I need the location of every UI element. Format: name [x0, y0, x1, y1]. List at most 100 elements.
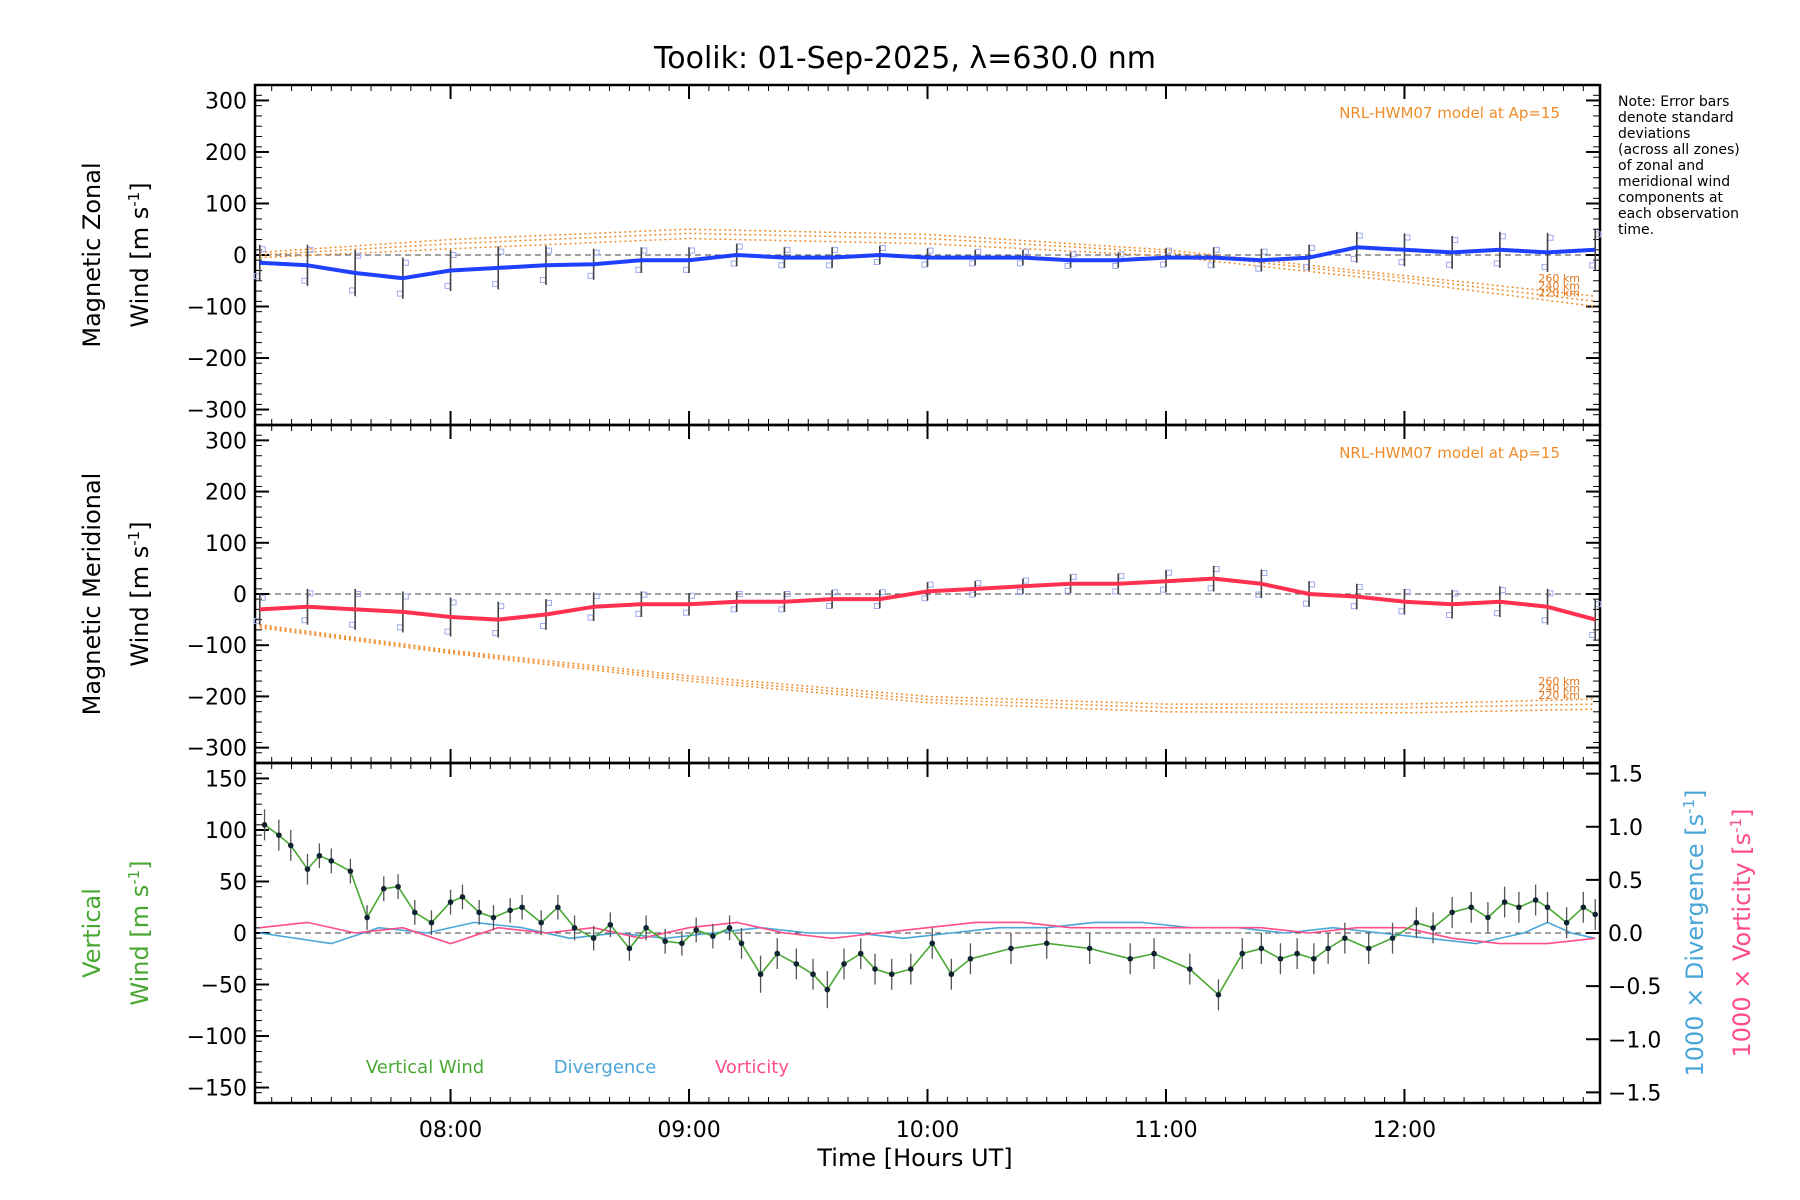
zone-sample — [396, 624, 403, 631]
zone-sample — [921, 261, 928, 268]
model-curve-220km — [259, 237, 1596, 308]
vertical-wind-point — [1127, 955, 1134, 962]
vertical-wind-point — [1532, 897, 1539, 903]
zone-sample — [879, 589, 886, 596]
zone-sample — [683, 609, 690, 616]
note-line: of zonal and — [1618, 158, 1704, 174]
zone-sample — [402, 593, 409, 600]
zone-sample — [1159, 586, 1166, 593]
vertical-wind-point — [1580, 904, 1587, 911]
zone-sample — [1213, 566, 1220, 573]
legend-entry: Vorticity — [715, 1057, 789, 1078]
zone-sample — [444, 282, 451, 289]
y-tick-label: 300 — [205, 429, 247, 454]
vertical-wind-point — [519, 904, 525, 911]
note-line: time. — [1618, 222, 1654, 238]
zone-sample — [1309, 581, 1316, 588]
zone-sample — [1165, 569, 1172, 576]
vertical-wind-point — [316, 852, 323, 859]
vertical-wind-point — [1215, 992, 1222, 998]
note-line: components at — [1618, 190, 1724, 206]
vertical-wind-point — [872, 966, 878, 972]
zone-sample — [1499, 233, 1506, 240]
y-axis-title-units: Wind [m s-1] — [125, 182, 154, 327]
zone-sample — [1064, 262, 1071, 269]
vertical-wind-point — [555, 904, 561, 911]
zone-sample — [873, 258, 880, 265]
zone-sample — [1452, 590, 1459, 597]
y2-axis-title-divergence: 1000 × Divergence [s-1] — [1680, 789, 1709, 1076]
zone-sample — [826, 262, 833, 269]
vertical-wind-point — [1325, 945, 1331, 952]
y-tick-label: 200 — [205, 141, 247, 166]
y-tick-label: −100 — [187, 296, 247, 321]
zone-sample — [873, 603, 880, 610]
y2-tick-label: 0.0 — [1608, 922, 1643, 947]
zone-sample — [778, 606, 785, 613]
zone-sample — [587, 272, 594, 279]
vertical-wind-point — [857, 950, 864, 957]
y2-axis-title-vorticity: 1000 × Vorticity [s-1] — [1727, 809, 1756, 1058]
note-line: denote standard — [1618, 110, 1734, 126]
zone-sample — [969, 260, 976, 267]
model-altitude-label: 260 km — [1538, 675, 1580, 688]
zone-sample — [539, 623, 546, 630]
model-altitude-label: 220 km — [1538, 689, 1580, 702]
vertical-wind-point — [459, 894, 466, 900]
zone-sample — [1356, 583, 1363, 590]
vertical-wind-point — [841, 961, 847, 967]
vertical-wind-point — [607, 921, 614, 928]
note-line: meridional wind — [1618, 174, 1730, 190]
zone-sample — [1213, 246, 1220, 253]
zone-sample — [641, 591, 648, 598]
y-tick-label: 100 — [205, 192, 247, 217]
vertical-wind-point — [347, 868, 354, 874]
zone-sample — [1309, 244, 1316, 251]
vertical-wind-point — [1239, 950, 1246, 957]
zone-sample — [927, 247, 934, 254]
zone-sample — [259, 246, 266, 253]
zone-sample — [355, 252, 362, 259]
vertical-wind-point — [1008, 945, 1014, 952]
y-tick-label: −300 — [187, 737, 247, 762]
y-tick-label: 50 — [219, 870, 247, 895]
zone-sample — [301, 617, 308, 624]
x-tick-label: 09:00 — [657, 1118, 720, 1143]
y-axis-title: Vertical — [78, 888, 106, 978]
zonal-wind-panel: −300 −200 −100 0 100 200 300 Magnetic Zonal Wind… — [78, 83, 1602, 427]
vertical-wind-point — [1389, 935, 1396, 941]
zone-sample — [1070, 573, 1077, 580]
vertical-wind-point — [1294, 950, 1300, 957]
zone-sample — [730, 606, 737, 613]
zone-sample — [1022, 248, 1029, 255]
note-line: (across all zones) — [1618, 142, 1740, 158]
model-altitude-label: 220 km — [1538, 287, 1580, 300]
vertical-wind-point — [1311, 955, 1317, 962]
vertical-wind-point — [1544, 904, 1551, 911]
vertical-wind-point — [626, 945, 633, 952]
zone-sample — [1112, 262, 1119, 269]
y-axis-title: Magnetic Zonal — [78, 162, 106, 347]
zone-sample — [587, 614, 594, 621]
zone-sample — [1350, 255, 1357, 262]
x-axis: 08:00 09:00 10:00 11:00 12:00 — [419, 1118, 1436, 1143]
vertical-wind-point — [1043, 940, 1050, 947]
vertical-wind-point — [1258, 945, 1265, 952]
vertical-wind-point — [738, 940, 745, 947]
zone-sample — [1452, 237, 1459, 244]
zone-sample — [450, 599, 457, 606]
zone-sample — [1350, 603, 1357, 610]
vertical-wind-point — [1277, 955, 1284, 962]
y-tick-label: −50 — [201, 974, 247, 999]
zone-sample — [635, 266, 642, 273]
zone-sample — [832, 246, 839, 253]
zone-sample — [1446, 611, 1453, 618]
model-altitude-label: 240 km — [1538, 279, 1580, 292]
zone-sample — [1493, 610, 1500, 617]
zone-sample — [492, 630, 499, 637]
y-tick-label: 0 — [233, 244, 247, 269]
zone-sample — [683, 266, 690, 273]
y-tick-label: −300 — [187, 399, 247, 424]
